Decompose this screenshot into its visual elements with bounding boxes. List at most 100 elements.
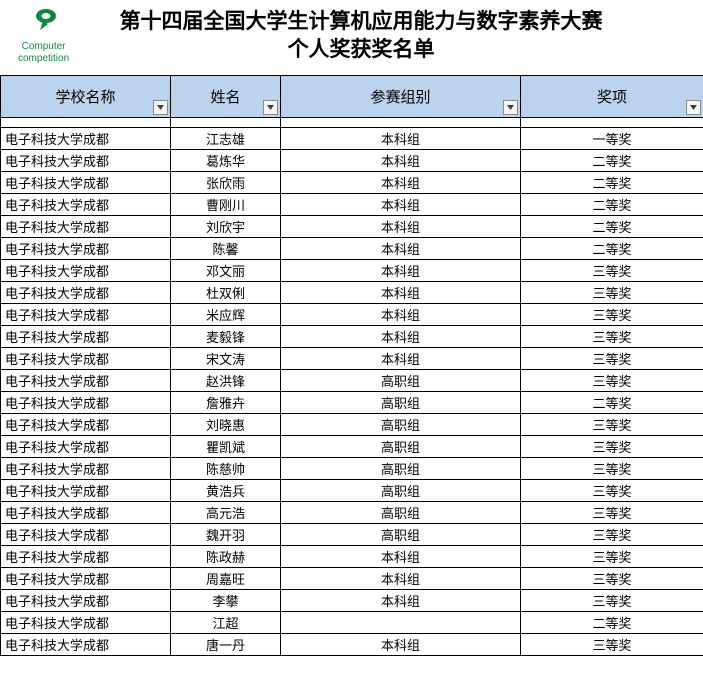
table-cell: 本科组: [281, 633, 521, 655]
table-cell: 二等奖: [521, 149, 703, 171]
logo: Computer competition: [18, 8, 69, 64]
table-row: 电子科技大学成都黄浩兵高职组三等奖: [1, 479, 703, 501]
table-cell: 高职组: [281, 523, 521, 545]
table-cell: 三等奖: [521, 545, 703, 567]
table-row: 电子科技大学成都李攀本科组三等奖: [1, 589, 703, 611]
table-cell: 三等奖: [521, 413, 703, 435]
column-header-label: 奖项: [597, 90, 627, 106]
table-cell: 一等奖: [521, 127, 703, 149]
table-cell: 三等奖: [521, 589, 703, 611]
table-row: 电子科技大学成都麦毅锋本科组三等奖: [1, 325, 703, 347]
table-row: 电子科技大学成都陈馨本科组二等奖: [1, 237, 703, 259]
table-row: 电子科技大学成都瞿凯斌高职组三等奖: [1, 435, 703, 457]
table-row: 电子科技大学成都詹雅卉高职组二等奖: [1, 391, 703, 413]
table-cell: 麦毅锋: [171, 325, 281, 347]
table-cell: 黄浩兵: [171, 479, 281, 501]
table-cell: 高职组: [281, 369, 521, 391]
column-header-3: 奖项: [521, 75, 703, 117]
table-cell: [281, 611, 521, 633]
table-cell: 三等奖: [521, 633, 703, 655]
table-cell: 电子科技大学成都: [1, 457, 171, 479]
table-cell: 本科组: [281, 259, 521, 281]
column-header-label: 参赛组别: [370, 90, 430, 106]
table-cell: 三等奖: [521, 303, 703, 325]
table-cell: 电子科技大学成都: [1, 611, 171, 633]
table-cell: 本科组: [281, 127, 521, 149]
table-cell: 电子科技大学成都: [1, 501, 171, 523]
table-cell: 电子科技大学成都: [1, 237, 171, 259]
table-cell: 高职组: [281, 413, 521, 435]
table-cell: 电子科技大学成都: [1, 567, 171, 589]
award-table: 学校名称姓名参赛组别奖项 电子科技大学成都江志雄本科组一等奖电子科技大学成都葛炼…: [0, 75, 703, 656]
filter-dropdown-icon[interactable]: [686, 100, 701, 115]
table-cell: 瞿凯斌: [171, 435, 281, 457]
table-cell: 高职组: [281, 479, 521, 501]
table-cell: 电子科技大学成都: [1, 523, 171, 545]
table-cell: 周嘉旺: [171, 567, 281, 589]
title-line-1: 第十四届全国大学生计算机应用能力与数字素养大赛: [77, 8, 645, 36]
table-cell: 邓文丽: [171, 259, 281, 281]
table-cell: 二等奖: [521, 215, 703, 237]
table-cell: 电子科技大学成都: [1, 127, 171, 149]
table-cell: 二等奖: [521, 237, 703, 259]
table-cell: 三等奖: [521, 325, 703, 347]
table-cell: 本科组: [281, 347, 521, 369]
table-cell: 宋文涛: [171, 347, 281, 369]
table-row: 电子科技大学成都江志雄本科组一等奖: [1, 127, 703, 149]
table-cell: 三等奖: [521, 457, 703, 479]
column-header-label: 学校名称: [55, 90, 115, 106]
table-cell: 电子科技大学成都: [1, 479, 171, 501]
table-row: 电子科技大学成都米应辉本科组三等奖: [1, 303, 703, 325]
table-cell: 三等奖: [521, 347, 703, 369]
table-cell: 三等奖: [521, 523, 703, 545]
table-row: 电子科技大学成都张欣雨本科组二等奖: [1, 171, 703, 193]
table-cell: 曹刚川: [171, 193, 281, 215]
column-header-0: 学校名称: [1, 75, 171, 117]
table-cell: 三等奖: [521, 281, 703, 303]
table-cell: 电子科技大学成都: [1, 303, 171, 325]
table-cell: 本科组: [281, 325, 521, 347]
table-header-row: 学校名称姓名参赛组别奖项: [1, 75, 703, 117]
table-cell: 陈馨: [171, 237, 281, 259]
table-cell: 二等奖: [521, 611, 703, 633]
table-row: 电子科技大学成都唐一丹本科组三等奖: [1, 633, 703, 655]
table-cell: 高职组: [281, 435, 521, 457]
table-row: 电子科技大学成都葛炼华本科组二等奖: [1, 149, 703, 171]
table-row: 电子科技大学成都陈政赫本科组三等奖: [1, 545, 703, 567]
table-cell: 电子科技大学成都: [1, 281, 171, 303]
table-cell: 三等奖: [521, 479, 703, 501]
table-cell: 唐一丹: [171, 633, 281, 655]
table-cell: 本科组: [281, 545, 521, 567]
table-cell: 三等奖: [521, 435, 703, 457]
table-row: 电子科技大学成都刘欣宇本科组二等奖: [1, 215, 703, 237]
table-cell: 本科组: [281, 303, 521, 325]
table-cell: 张欣雨: [171, 171, 281, 193]
table-cell: 李攀: [171, 589, 281, 611]
table-cell: 江志雄: [171, 127, 281, 149]
table-cell: 高元浩: [171, 501, 281, 523]
table-cell: 葛炼华: [171, 149, 281, 171]
table-cell: 二等奖: [521, 171, 703, 193]
table-cell: 本科组: [281, 149, 521, 171]
table-cell: 赵洪锋: [171, 369, 281, 391]
column-header-2: 参赛组别: [281, 75, 521, 117]
table-cell: 高职组: [281, 391, 521, 413]
table-cell: 电子科技大学成都: [1, 193, 171, 215]
table-row: 电子科技大学成都魏开羽高职组三等奖: [1, 523, 703, 545]
table-cell: 三等奖: [521, 501, 703, 523]
title-block: 第十四届全国大学生计算机应用能力与数字素养大赛 个人奖获奖名单: [77, 8, 685, 65]
filter-dropdown-icon[interactable]: [263, 100, 278, 115]
table-cell: 本科组: [281, 215, 521, 237]
table-row: 电子科技大学成都杜双俐本科组三等奖: [1, 281, 703, 303]
table-row: 电子科技大学成都刘晓惠高职组三等奖: [1, 413, 703, 435]
table-cell: 电子科技大学成都: [1, 325, 171, 347]
table-row: 电子科技大学成都曹刚川本科组二等奖: [1, 193, 703, 215]
logo-icon: [18, 8, 69, 40]
filter-dropdown-icon[interactable]: [153, 100, 168, 115]
table-cell: 电子科技大学成都: [1, 259, 171, 281]
table-cell: 电子科技大学成都: [1, 435, 171, 457]
table-row: 电子科技大学成都周嘉旺本科组三等奖: [1, 567, 703, 589]
table-cell: 本科组: [281, 589, 521, 611]
filter-dropdown-icon[interactable]: [503, 100, 518, 115]
table-cell: 江超: [171, 611, 281, 633]
